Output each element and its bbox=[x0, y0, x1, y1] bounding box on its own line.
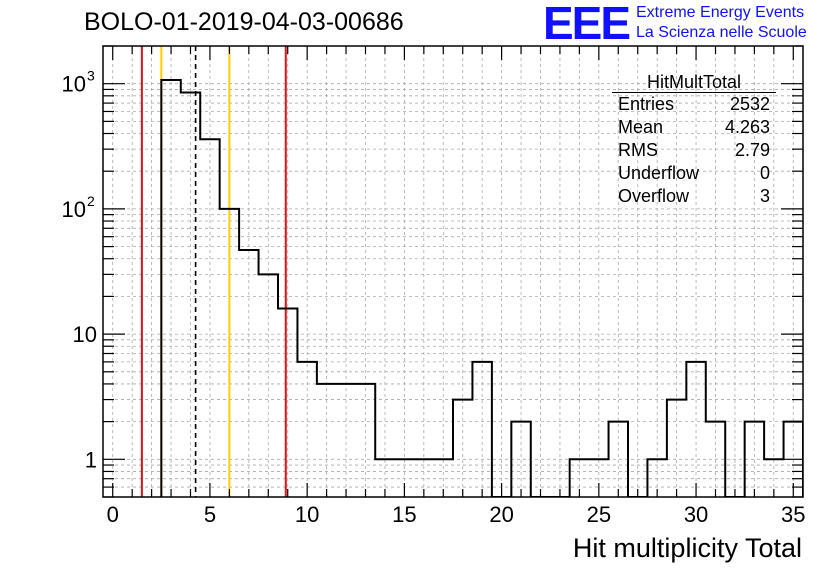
stats-label: Entries bbox=[618, 94, 675, 114]
histogram-bin bbox=[511, 422, 530, 497]
stats-row-entries: Entries 2532 bbox=[612, 93, 776, 116]
y-tick-exponent: 3 bbox=[87, 68, 95, 84]
stats-label: Underflow bbox=[618, 163, 700, 183]
x-tick-label: 20 bbox=[489, 502, 513, 527]
histogram-bin bbox=[200, 139, 219, 497]
stats-value: 2532 bbox=[729, 94, 770, 114]
y-tick-label: 10 bbox=[62, 72, 86, 97]
stats-row-underflow: Underflow 0 bbox=[612, 162, 776, 185]
x-tick-label: 0 bbox=[107, 502, 119, 527]
stats-title: HitMultTotal bbox=[612, 72, 776, 93]
stats-label: Overflow bbox=[618, 186, 690, 206]
histogram-bin bbox=[453, 400, 472, 497]
logo-line-1: Extreme Energy Events bbox=[636, 4, 805, 21]
x-axis-title: Hit multiplicity Total bbox=[572, 533, 802, 563]
stats-box: HitMultTotal Entries 2532 Mean 4.263 RMS… bbox=[612, 72, 776, 208]
histogram-bin bbox=[667, 400, 686, 497]
histogram-bin bbox=[278, 309, 297, 497]
histogram-outline bbox=[160, 79, 803, 497]
stats-row-overflow: Overflow 3 bbox=[612, 185, 776, 208]
x-tick-label: 10 bbox=[295, 502, 319, 527]
stats-label: Mean bbox=[618, 117, 664, 137]
stats-value: 3 bbox=[759, 186, 770, 206]
x-tick-label: 35 bbox=[781, 502, 805, 527]
histogram-bin bbox=[297, 362, 316, 497]
histogram-bin bbox=[356, 384, 375, 497]
stats-value: 4.263 bbox=[724, 117, 770, 137]
x-tick-label: 25 bbox=[587, 502, 611, 527]
histogram-bin bbox=[686, 362, 705, 497]
y-tick-label: 10 bbox=[73, 322, 97, 347]
eee-logo: EEE bbox=[543, 0, 631, 49]
y-tick-exponent: 2 bbox=[87, 193, 95, 209]
logo-line-2: La Scienza nelle Scuole bbox=[636, 24, 807, 41]
x-tick-label: 5 bbox=[204, 502, 216, 527]
x-tick-label: 15 bbox=[392, 502, 416, 527]
y-tick-label: 1 bbox=[85, 447, 97, 472]
histogram-bin bbox=[220, 209, 239, 497]
histogram-bin bbox=[609, 422, 628, 497]
stats-label: RMS bbox=[618, 140, 658, 160]
histogram-bin bbox=[745, 422, 764, 497]
y-tick-label: 10 bbox=[62, 197, 86, 222]
histogram-bin bbox=[161, 80, 180, 497]
histogram-bin bbox=[259, 274, 278, 497]
x-tick-label: 30 bbox=[684, 502, 708, 527]
stats-row-rms: RMS 2.79 bbox=[612, 139, 776, 162]
histogram-bin bbox=[317, 384, 336, 497]
histogram-bin bbox=[181, 93, 200, 497]
histogram-bin bbox=[472, 362, 491, 497]
plot-title: BOLO-01-2019-04-03-00686 bbox=[84, 8, 404, 36]
histogram-bin bbox=[706, 422, 725, 497]
histogram-bin bbox=[239, 250, 258, 497]
stats-value: 0 bbox=[759, 163, 770, 183]
plot-frame bbox=[102, 45, 804, 498]
stats-row-mean: Mean 4.263 bbox=[612, 116, 776, 139]
stats-value: 2.79 bbox=[734, 140, 770, 160]
histogram-bin bbox=[336, 384, 355, 497]
